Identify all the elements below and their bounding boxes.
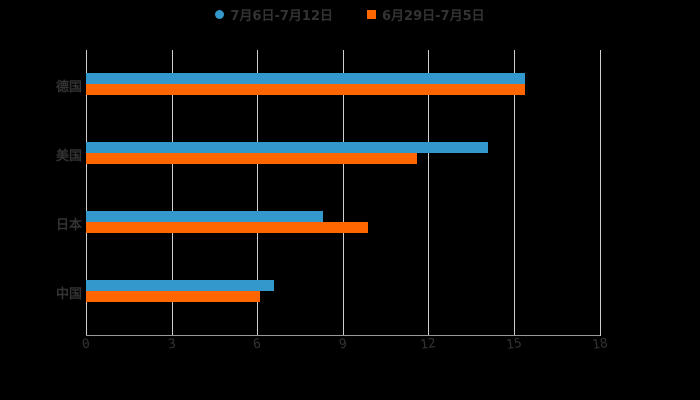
legend-label: 7月6日-7月12日 <box>230 8 333 24</box>
gridline <box>343 50 344 326</box>
category-label: 德国 <box>55 80 82 95</box>
category-label: 中国 <box>55 287 82 302</box>
x-tick <box>600 326 601 336</box>
legend-square-icon <box>367 9 376 19</box>
x-tick-label: 18 <box>591 335 609 354</box>
bar[interactable] <box>86 84 525 95</box>
gridline <box>514 50 515 326</box>
x-tick <box>86 326 87 336</box>
x-tick-label: 3 <box>167 336 177 353</box>
bar[interactable] <box>86 153 417 164</box>
bar[interactable] <box>86 222 368 233</box>
x-tick <box>428 326 429 336</box>
x-tick-label: 9 <box>338 336 348 353</box>
legend-item-series-2[interactable]: 6月29日-7月5日 <box>367 4 485 24</box>
x-tick <box>172 326 173 336</box>
x-tick-label: 12 <box>419 335 437 354</box>
x-tick <box>343 326 344 336</box>
bar[interactable] <box>86 280 274 291</box>
x-tick-label: 15 <box>505 335 523 354</box>
category-label: 日本 <box>55 218 82 233</box>
x-tick <box>514 326 515 336</box>
gridline <box>86 50 87 326</box>
gridline <box>172 50 173 326</box>
x-tick-label: 6 <box>252 336 262 353</box>
category-label: 美国 <box>55 149 82 164</box>
gridline <box>428 50 429 326</box>
gridline <box>257 50 258 326</box>
legend-item-series-1[interactable]: 7月6日-7月12日 <box>215 4 333 24</box>
bar[interactable] <box>86 211 323 222</box>
bar[interactable] <box>86 291 260 302</box>
chart-legend: 7月6日-7月12日 6月29日-7月5日 <box>0 4 700 24</box>
bar[interactable] <box>86 73 525 84</box>
bar[interactable] <box>86 142 488 153</box>
gridline <box>600 50 601 326</box>
x-tick <box>257 326 258 336</box>
legend-label: 6月29日-7月5日 <box>382 8 485 24</box>
x-axis-line <box>86 335 600 336</box>
x-tick-label: 0 <box>81 336 91 353</box>
legend-circle-icon <box>215 9 225 19</box>
